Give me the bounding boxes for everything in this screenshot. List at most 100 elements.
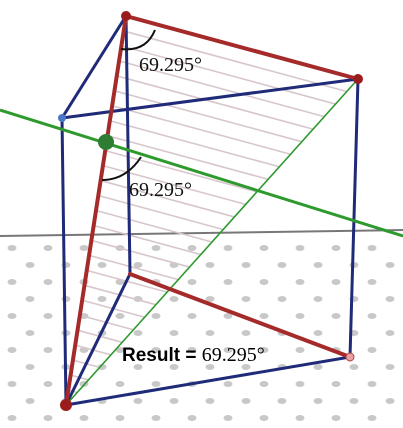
triangle-edge-left: [64, 14, 128, 407]
cube-edges: [60, 15, 360, 407]
ground-dot: [385, 398, 395, 404]
ground-dot: [367, 245, 377, 251]
ground-dot: [313, 262, 323, 268]
triangle-edges: [64, 14, 360, 407]
ground-dot: [295, 245, 305, 251]
ground-dot: [43, 279, 53, 285]
ground-dot: [169, 296, 179, 302]
ground-dot: [223, 313, 233, 319]
ground-dot: [205, 364, 215, 370]
ground-dot: [259, 313, 269, 319]
ground-dot: [133, 398, 143, 404]
ground-dot: [259, 279, 269, 285]
ground-dot: [241, 330, 251, 336]
ground-dot: [223, 245, 233, 251]
ground-dot: [79, 415, 89, 421]
ground-dot: [313, 330, 323, 336]
ground-dot: [133, 330, 143, 336]
point-top-right[interactable]: [353, 74, 363, 84]
ground-dot: [7, 279, 17, 285]
cube-edge-right-vertical: [348, 78, 360, 358]
ground-dot: [7, 415, 17, 421]
ground-dot: [331, 279, 341, 285]
ground-dot: [223, 279, 233, 285]
ground-dot: [187, 313, 197, 319]
ground-dot: [241, 364, 251, 370]
ground-dot: [187, 347, 197, 353]
horizon-line: [0, 229, 403, 237]
triangle-edge-bottom: [128, 272, 352, 359]
ground-dot: [97, 296, 107, 302]
point-bottom-right[interactable]: [345, 352, 355, 362]
ground-dot: [133, 364, 143, 370]
hatch-line: [109, 119, 280, 168]
ground-dot: [43, 381, 53, 387]
point-top-back[interactable]: [121, 11, 131, 21]
angle-arc-middle: [101, 156, 142, 181]
result-value: 69.295°: [202, 344, 265, 366]
ground-plane-grid: [7, 245, 395, 421]
ground-dot: [115, 347, 125, 353]
ground-dot: [187, 245, 197, 251]
ground-dot: [187, 279, 197, 285]
ground-dot: [43, 415, 53, 421]
ground-dot: [25, 364, 35, 370]
ground-dot: [25, 398, 35, 404]
ground-dot: [241, 398, 251, 404]
ground-dot: [277, 262, 287, 268]
ground-dot: [367, 415, 377, 421]
ground-dot: [7, 347, 17, 353]
hatch-line: [123, 30, 347, 93]
point-green[interactable]: [98, 134, 114, 150]
ground-dot: [385, 296, 395, 302]
ground-dot: [241, 262, 251, 268]
ground-dot: [313, 398, 323, 404]
ground-dot: [223, 347, 233, 353]
ground-dot: [25, 296, 35, 302]
hatch-line: [98, 194, 224, 231]
point-left-blue[interactable]: [58, 114, 66, 122]
ground-dot: [151, 415, 161, 421]
green-line[interactable]: [0, 108, 403, 238]
point-bottom-left[interactable]: [60, 399, 72, 411]
angle-label-middle: 69.295°: [129, 179, 192, 201]
ground-dot: [259, 415, 269, 421]
ground-dot: [151, 245, 161, 251]
ground-dot: [169, 398, 179, 404]
angle-arc-top: [120, 29, 156, 51]
hatch-line: [95, 209, 213, 243]
ground-dot: [223, 381, 233, 387]
cube-edge-back-vertical: [124, 15, 132, 275]
cube-edge-bottom-front: [65, 355, 351, 407]
ground-dot: [295, 279, 305, 285]
ground-dot: [331, 313, 341, 319]
ground-dot: [79, 245, 89, 251]
ground-dot: [97, 262, 107, 268]
ground-dot: [115, 415, 125, 421]
ground-dot: [295, 347, 305, 353]
angle-label-top: 69.295°: [139, 54, 202, 76]
ground-dot: [43, 313, 53, 319]
ground-dot: [367, 313, 377, 319]
ground-dot: [295, 415, 305, 421]
ground-dot: [187, 415, 197, 421]
hatch-line: [105, 149, 258, 193]
ground-dot: [367, 381, 377, 387]
ground-dot: [151, 347, 161, 353]
ground-dot: [259, 381, 269, 387]
ground-dot: [259, 245, 269, 251]
ground-dot: [115, 381, 125, 387]
result-label: Result =: [122, 345, 202, 366]
ground-dot: [367, 279, 377, 285]
ground-dot: [115, 313, 125, 319]
hatch-line: [116, 75, 314, 130]
ground-dot: [223, 415, 233, 421]
ground-dot: [25, 262, 35, 268]
space-diagonal-line: [65, 78, 359, 406]
ground-dot: [7, 245, 17, 251]
ground-dot: [331, 381, 341, 387]
hatch-line: [100, 179, 235, 218]
ground-dot: [295, 313, 305, 319]
ground-dot: [331, 415, 341, 421]
